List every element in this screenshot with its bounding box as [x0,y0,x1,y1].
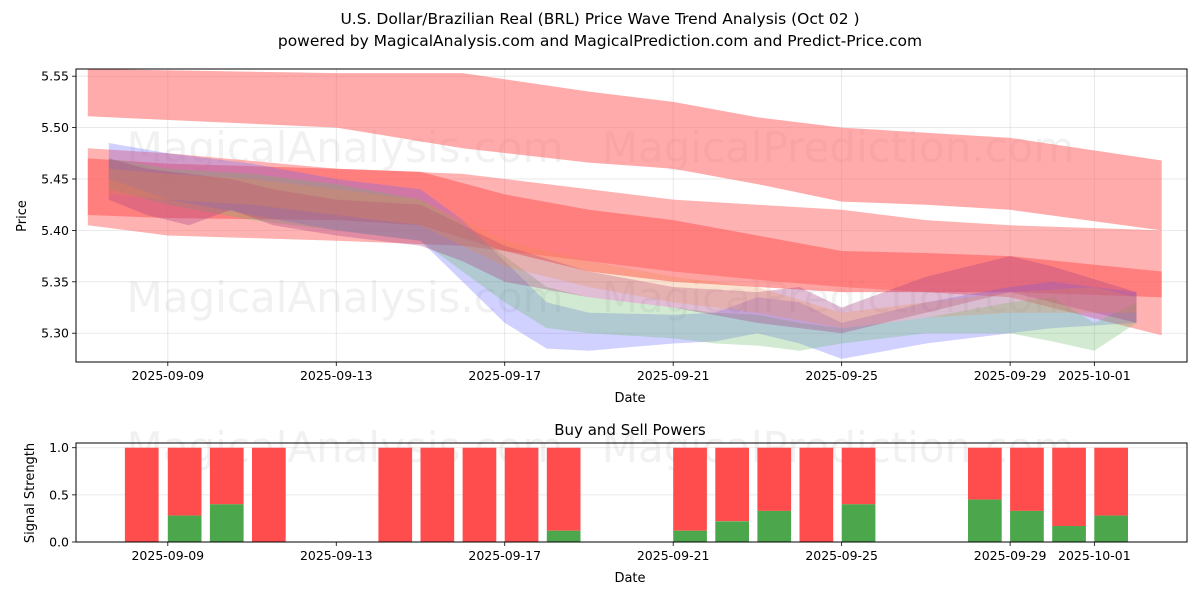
sell-power-bar [1010,447,1044,511]
sell-power-bar [462,447,497,542]
sell-power-bar [715,447,749,522]
buy-power-bar [1094,515,1128,542]
core-trend-band [87,158,1162,298]
sell-power-bar [420,447,455,542]
buy-power-bar [167,515,202,542]
sell-power-bar [209,447,244,505]
main-x-tick-label: 2025-10-01 [1058,368,1131,383]
signal-y-tick-label: 1.0 [49,440,69,455]
main-y-tick-label: 5.30 [41,326,69,341]
signal-y-tick-label: 0.5 [49,487,69,502]
buy-power-bar [715,521,749,542]
main-x-axis-label: Date [614,391,645,406]
watermark: MagicalPrediction.com [602,423,1075,472]
main-x-tick-label: 2025-09-21 [637,368,710,383]
signal-axes-frame [75,442,1188,543]
buy-power-bar [968,499,1002,542]
chart-title: U.S. Dollar/Brazilian Real (BRL) Price W… [340,10,860,28]
buy-power-bar [757,510,792,542]
signal-x-tick-label: 2025-09-21 [637,548,710,563]
sell-power-bar [757,447,792,511]
buy-power-bar [1052,526,1086,542]
sell-power-bar [504,447,539,542]
chart-subtitle: powered by MagicalAnalysis.com and Magic… [277,32,923,50]
main-bands [87,69,1162,359]
sell-power-bar [252,447,286,542]
wave-band-blue-1 [108,143,1137,359]
wave-band-purple [108,158,1137,334]
signal-y-axis-label: Signal Strength [23,443,38,543]
watermark: MagicalAnalysis.com [127,273,564,322]
main-y-tick-label: 5.50 [41,120,69,135]
sell-power-bar [1094,447,1128,516]
main-y-tick-label: 5.55 [41,69,69,84]
signal-x-tick-label: 2025-09-17 [468,548,541,563]
wave-band-orange [108,168,1137,329]
sell-power-bar [799,447,834,542]
wave-band-green [108,158,1137,351]
sell-power-bar [841,447,876,505]
main-x-tick-label: 2025-09-17 [468,368,541,383]
sell-power-bar [1052,447,1086,526]
sell-power-bar [968,447,1002,500]
sell-power-bar [546,447,581,531]
signal-x-tick-label: 2025-09-09 [131,548,204,563]
upper-trend-band [87,69,1162,231]
main-x-tick-label: 2025-09-13 [300,368,373,383]
signal-bars [124,447,1128,542]
main-x-tick-label: 2025-09-29 [974,368,1047,383]
main-y-tick-label: 5.35 [41,274,69,289]
buy-power-bar [841,504,876,542]
signal-x-tick-label: 2025-09-25 [805,548,878,563]
buy-power-bar [546,530,581,542]
main-x-tick-label: 2025-09-25 [805,368,878,383]
main-axes-frame [75,68,1188,363]
sell-power-bar [673,447,707,531]
signal-x-tick-label: 2025-10-01 [1058,548,1131,563]
sell-power-bar [378,447,413,542]
signal-x-axis-label: Date [614,571,645,586]
buy-power-bar [1010,510,1044,542]
main-y-tick-label: 5.40 [41,223,69,238]
main-x-tick-label: 2025-09-09 [131,368,204,383]
buy-power-bar [209,504,244,542]
buy-power-bar [673,530,707,542]
main-y-tick-label: 5.45 [41,172,69,187]
main-y-axis-label: Price [15,200,30,232]
signal-x-tick-label: 2025-09-13 [300,548,373,563]
sell-power-bar [124,447,159,542]
signal-y-tick-label: 0.0 [49,535,69,550]
signal-chart-title: Buy and Sell Powers [554,421,706,439]
sell-power-bar [167,447,202,516]
signal-x-tick-label: 2025-09-29 [974,548,1047,563]
